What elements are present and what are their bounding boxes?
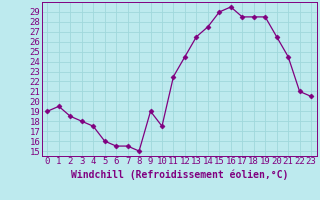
- X-axis label: Windchill (Refroidissement éolien,°C): Windchill (Refroidissement éolien,°C): [70, 169, 288, 180]
